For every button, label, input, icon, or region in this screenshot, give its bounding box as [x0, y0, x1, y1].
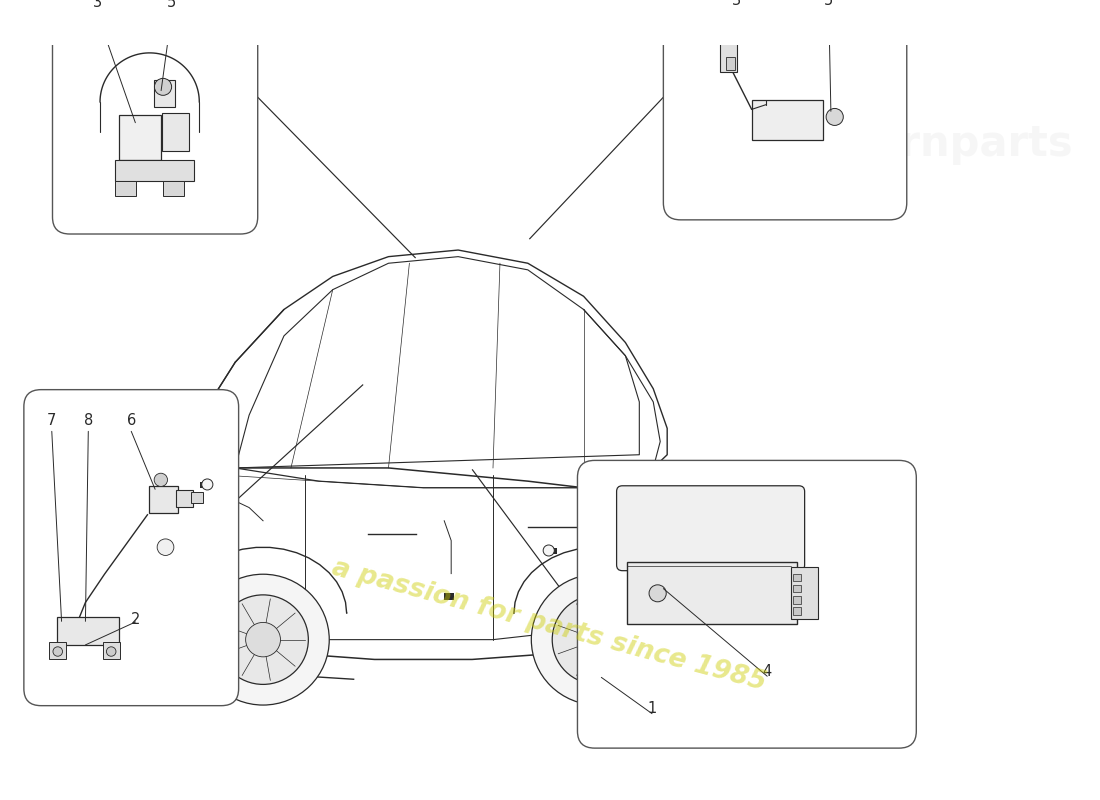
Bar — [793, 574, 801, 581]
Circle shape — [53, 647, 63, 656]
Circle shape — [580, 622, 615, 657]
Bar — [50, 642, 66, 659]
Bar — [150, 486, 178, 513]
Bar — [191, 492, 202, 503]
Bar — [154, 80, 175, 106]
Text: 5: 5 — [167, 0, 176, 10]
Text: 1: 1 — [648, 702, 657, 717]
FancyBboxPatch shape — [663, 0, 906, 220]
Bar — [200, 482, 209, 488]
Bar — [444, 594, 454, 600]
Circle shape — [107, 647, 116, 656]
Text: 2: 2 — [131, 612, 140, 626]
Text: 6: 6 — [126, 413, 136, 427]
Bar — [176, 490, 194, 507]
Circle shape — [218, 595, 308, 684]
Bar — [163, 181, 184, 196]
Bar — [116, 181, 136, 196]
Bar — [102, 642, 120, 659]
Text: 3: 3 — [94, 0, 102, 10]
Circle shape — [197, 574, 329, 705]
Bar — [751, 100, 823, 139]
Circle shape — [531, 574, 663, 705]
Text: 3: 3 — [732, 0, 741, 8]
Bar — [119, 115, 161, 161]
Circle shape — [157, 539, 174, 555]
Bar — [720, 26, 737, 72]
Circle shape — [543, 545, 554, 556]
Bar — [627, 562, 798, 625]
Bar — [57, 617, 119, 645]
Bar — [549, 548, 557, 554]
Circle shape — [826, 109, 844, 126]
Circle shape — [154, 78, 172, 95]
Text: a passion for parts since 1985: a passion for parts since 1985 — [329, 555, 769, 696]
FancyBboxPatch shape — [617, 486, 804, 570]
Bar — [791, 567, 818, 618]
Text: 4: 4 — [762, 664, 772, 679]
Bar — [793, 607, 801, 615]
FancyBboxPatch shape — [578, 461, 916, 748]
Text: 8: 8 — [84, 413, 92, 427]
Circle shape — [552, 595, 642, 684]
Circle shape — [154, 474, 167, 486]
Bar — [793, 596, 801, 604]
Circle shape — [649, 585, 667, 602]
Bar — [162, 114, 189, 151]
Text: 7: 7 — [47, 413, 56, 427]
Bar — [793, 585, 801, 592]
Text: eurocarnparts: eurocarnparts — [740, 123, 1074, 166]
Bar — [726, 57, 736, 70]
Text: 5: 5 — [824, 0, 834, 8]
FancyBboxPatch shape — [53, 0, 257, 234]
Circle shape — [201, 479, 213, 490]
Circle shape — [245, 622, 280, 657]
FancyBboxPatch shape — [24, 390, 239, 706]
Bar — [116, 161, 194, 181]
